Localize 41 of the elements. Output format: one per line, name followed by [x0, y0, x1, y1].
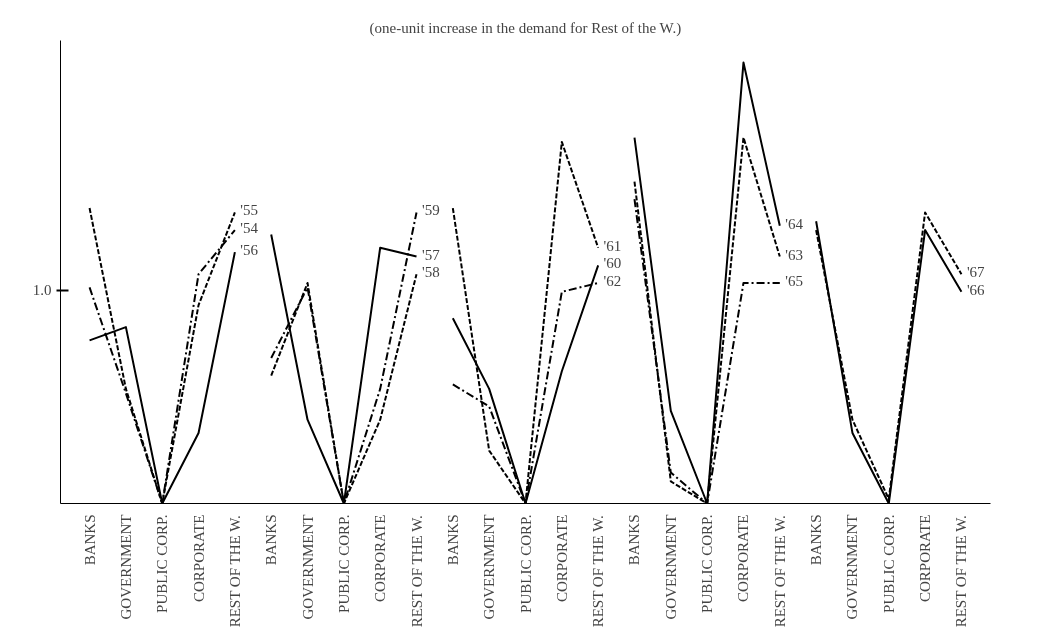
- x-tick-label: CORPORATE: [917, 514, 934, 603]
- x-tick-label: PUBLIC CORP.: [335, 514, 352, 613]
- series-label: '59: [421, 202, 440, 219]
- x-tick-label: REST OF THE W.: [590, 515, 607, 628]
- series-label: '62: [603, 273, 622, 290]
- x-tick-label: REST OF THE W.: [408, 515, 425, 628]
- series-label: '60: [603, 255, 622, 272]
- x-tick-label: PUBLIC CORP.: [154, 514, 171, 613]
- x-tick-label: GOVERNMENT: [117, 514, 134, 620]
- x-tick-label: BANKS: [263, 514, 280, 566]
- x-tick-label: GOVERNMENT: [662, 514, 679, 620]
- x-tick-label: BANKS: [626, 514, 643, 566]
- x-tick-label: GOVERNMENT: [844, 514, 861, 620]
- x-tick-label: BANKS: [444, 514, 461, 566]
- x-tick-label: BANKS: [808, 514, 825, 566]
- chart-title: (one-unit increase in the demand for Rest of the W.): [369, 19, 682, 37]
- series-label: '55: [240, 202, 259, 219]
- series-label: '61: [603, 237, 622, 254]
- series-label: '54: [240, 220, 259, 237]
- series-label: '65: [785, 273, 803, 290]
- x-tick-label: REST OF THE W.: [771, 515, 788, 628]
- x-tick-label: PUBLIC CORP.: [880, 514, 897, 613]
- x-tick-label: GOVERNMENT: [299, 514, 316, 620]
- series-label: '66: [966, 281, 986, 298]
- series-label: '57: [421, 246, 441, 263]
- x-tick-label: GOVERNMENT: [481, 514, 498, 620]
- series-label: '64: [785, 215, 804, 232]
- x-tick-label: CORPORATE: [190, 514, 207, 603]
- x-tick-label: REST OF THE W.: [953, 515, 970, 628]
- series-label: '63: [785, 246, 803, 263]
- x-tick-label: BANKS: [81, 514, 98, 566]
- x-tick-label: PUBLIC CORP.: [699, 514, 716, 613]
- series-label: '56: [240, 242, 259, 259]
- text: 1.0: [32, 282, 52, 299]
- x-tick-label: REST OF THE W.: [226, 515, 243, 628]
- x-tick-label: PUBLIC CORP.: [517, 514, 534, 613]
- x-tick-label: CORPORATE: [735, 514, 752, 603]
- series-label: '67: [966, 264, 986, 281]
- x-tick-label: CORPORATE: [372, 514, 389, 603]
- x-tick-label: CORPORATE: [553, 514, 570, 603]
- series-label: '58: [421, 264, 440, 281]
